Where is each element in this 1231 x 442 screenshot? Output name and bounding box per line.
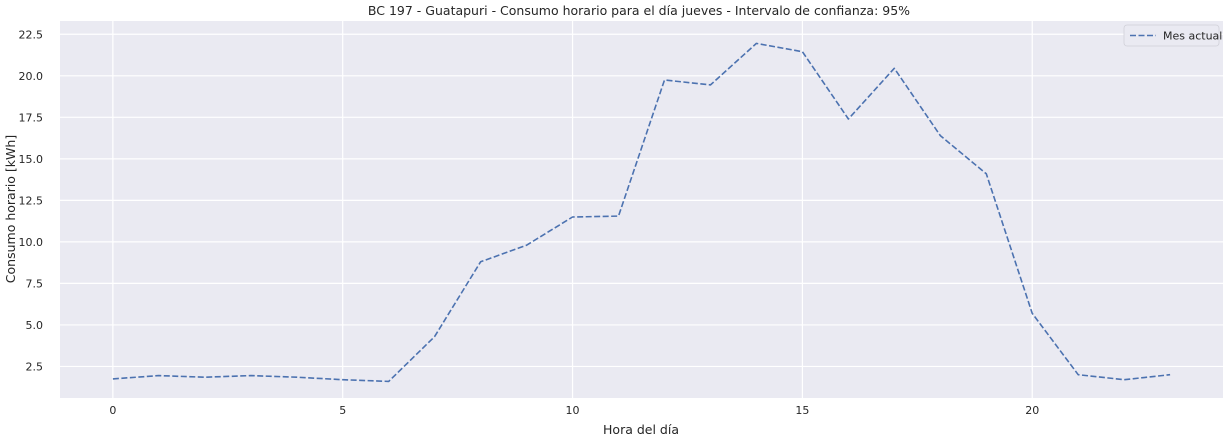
data-point: [571, 216, 573, 218]
data-point: [158, 374, 160, 376]
legend-box: [1123, 24, 1220, 47]
grid: [60, 21, 1223, 398]
data-point: [1169, 374, 1171, 376]
data-point: [1123, 379, 1125, 381]
data-point: [479, 261, 481, 263]
x-axis-label: Hora del día: [603, 422, 679, 437]
data-point: [985, 173, 987, 175]
x-tick-label: 0: [109, 404, 116, 417]
data-point: [709, 84, 711, 86]
data-point: [847, 118, 849, 120]
data-point: [342, 379, 344, 381]
legend: Mes actual: [1123, 24, 1222, 47]
series-line: [112, 42, 1171, 383]
data-point: [525, 244, 527, 246]
data-point: [112, 378, 114, 380]
data-point: [204, 376, 206, 378]
data-point: [617, 215, 619, 217]
y-axis: 2.5 5.0 7.5 10.0 12.5 15.0 17.5 20.0 22.5: [19, 28, 44, 373]
series-group: [112, 42, 1171, 383]
legend-label: Mes actual: [1163, 30, 1222, 43]
x-axis: 0 5 10 15 20: [109, 404, 1039, 417]
y-tick-label: 12.5: [19, 194, 44, 207]
data-point: [939, 134, 941, 136]
y-tick-label: 2.5: [26, 360, 44, 373]
data-point: [433, 335, 435, 337]
y-tick-label: 15.0: [19, 153, 44, 166]
plot-area: [60, 21, 1223, 398]
data-point: [801, 51, 803, 53]
x-tick-label: 5: [339, 404, 346, 417]
data-point: [250, 374, 252, 376]
y-tick-label: 10.0: [19, 236, 44, 249]
x-tick-label: 15: [795, 404, 809, 417]
data-point: [388, 380, 390, 382]
data-point: [663, 79, 665, 81]
y-tick-label: 5.0: [26, 319, 44, 332]
chart-title: BC 197 - Guatapuri - Consumo horario par…: [368, 3, 910, 18]
y-tick-label: 7.5: [26, 277, 44, 290]
y-tick-label: 20.0: [19, 70, 44, 83]
data-point: [755, 42, 757, 44]
data-point: [1077, 374, 1079, 376]
x-tick-label: 10: [566, 404, 580, 417]
x-tick-label: 20: [1025, 404, 1039, 417]
y-axis-label: Consumo horario [kWh]: [3, 135, 18, 283]
data-point: [893, 67, 895, 69]
data-point: [1031, 312, 1033, 314]
y-tick-label: 17.5: [19, 111, 44, 124]
y-tick-label: 22.5: [19, 28, 44, 41]
data-point: [296, 376, 298, 378]
